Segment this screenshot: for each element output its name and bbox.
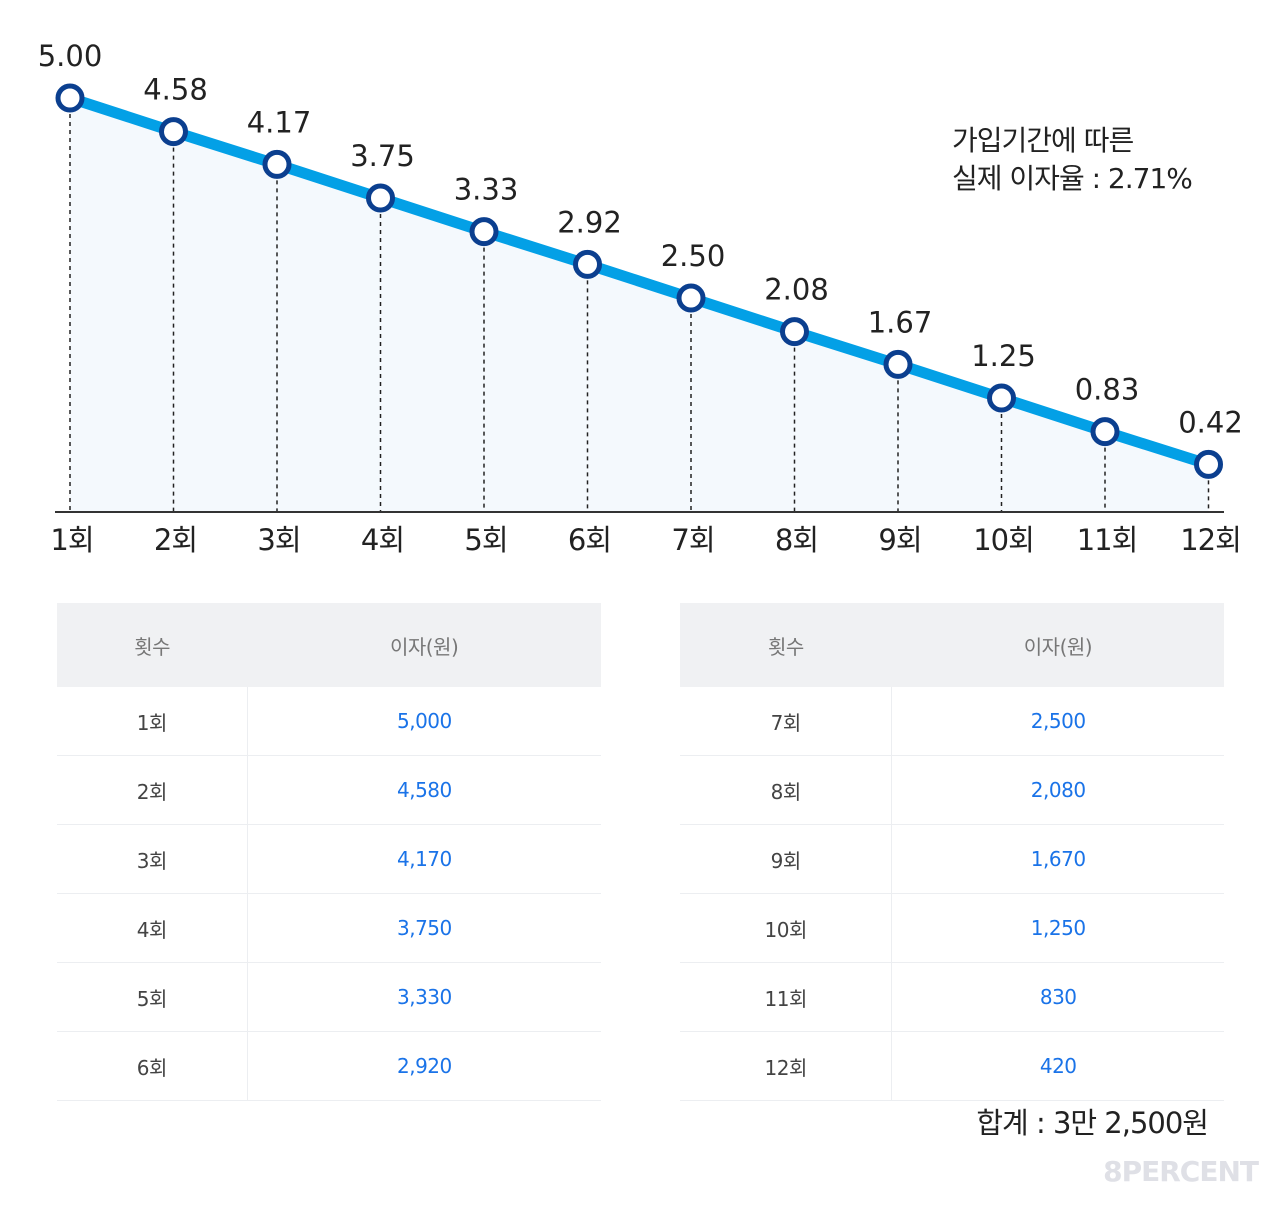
data-label: 2.92 <box>557 205 622 239</box>
table-row: 1회 5,000 <box>57 687 601 756</box>
interest-cell: 1,250 <box>891 893 1224 963</box>
data-label: 0.83 <box>1075 373 1140 407</box>
data-label: 4.17 <box>247 105 312 139</box>
interest-line-chart: 5.00 1회 4.58 2회 4.17 3회 3.75 4회 3.33 5회 2.92 6회 2.50… <box>38 39 1243 557</box>
round-cell: 11회 <box>680 962 893 1032</box>
table-row: 2회 4,580 <box>57 755 601 825</box>
data-label: 2.50 <box>661 239 726 273</box>
total-amount: 합계 : 3만 2,500원 <box>976 1106 1209 1140</box>
area-fill <box>70 98 1209 512</box>
x-tick-label: 4회 <box>361 523 404 557</box>
interest-cell: 3,750 <box>247 893 601 963</box>
data-point <box>1194 449 1223 479</box>
interest-cell: 2,500 <box>891 687 1224 756</box>
x-tick-label: 7회 <box>671 523 714 557</box>
data-point <box>1090 417 1120 447</box>
table-header: 횟수 이자(원) <box>57 603 601 687</box>
data-label: 4.58 <box>143 73 208 107</box>
x-tick-label: 11회 <box>1077 523 1138 557</box>
data-point <box>469 217 499 247</box>
header-cell: 이자(원) <box>247 603 601 687</box>
interest-cell: 420 <box>891 1031 1224 1101</box>
series-line <box>68 92 1211 470</box>
x-tick-label: 5회 <box>464 523 507 557</box>
interest-cell: 5,000 <box>247 687 601 756</box>
table-row: 7회 2,500 <box>680 687 1224 756</box>
x-tick-label: 12회 <box>1180 523 1241 557</box>
round-cell: 3회 <box>57 824 248 894</box>
round-cell: 6회 <box>57 1031 248 1101</box>
x-tick-label: 6회 <box>568 523 611 557</box>
table-row: 11회 830 <box>680 962 1224 1032</box>
rate-note-line2: 실제 이자율 : 2.71% <box>952 162 1193 195</box>
data-point <box>987 383 1016 413</box>
round-cell: 1회 <box>57 687 248 756</box>
table-row: 5회 3,330 <box>57 962 601 1032</box>
round-cell: 4회 <box>57 893 248 963</box>
table-row: 8회 2,080 <box>680 755 1224 825</box>
interest-table-left: 횟수 이자(원) 1회 5,000 2회 4,580 3회 4,170 4회 3,750 5회 3,3… <box>57 603 601 1101</box>
table-header: 횟수 이자(원) <box>680 603 1224 687</box>
data-point <box>780 317 809 347</box>
round-cell: 9회 <box>680 824 893 894</box>
interest-cell: 2,080 <box>891 755 1224 825</box>
x-tick-label: 9회 <box>878 523 921 557</box>
data-label: 3.33 <box>454 173 519 207</box>
rate-note: 가입기간에 따른 실제 이자율 : 2.71% <box>952 122 1193 198</box>
header-cell: 이자(원) <box>891 603 1224 687</box>
round-cell: 2회 <box>57 755 248 825</box>
x-tick-label: 1회 <box>50 523 93 557</box>
logo-8percent: 8PERCENT <box>1103 1155 1259 1188</box>
data-point <box>55 83 85 113</box>
x-tick-label: 3회 <box>257 523 300 557</box>
interest-cell: 3,330 <box>247 962 601 1032</box>
interest-cell: 830 <box>891 962 1224 1032</box>
table-row: 3회 4,170 <box>57 824 601 894</box>
interest-cell: 4,580 <box>247 755 601 825</box>
round-cell: 5회 <box>57 962 248 1032</box>
table-row: 9회 1,670 <box>680 824 1224 894</box>
table-row: 6회 2,920 <box>57 1031 601 1101</box>
data-point <box>262 149 292 179</box>
data-label: 1.25 <box>971 339 1036 373</box>
data-label: 0.42 <box>1178 405 1243 439</box>
data-point <box>676 283 706 313</box>
round-cell: 7회 <box>680 687 893 756</box>
interest-cell: 1,670 <box>891 824 1224 894</box>
rate-note-line1: 가입기간에 따른 <box>952 124 1134 157</box>
data-point <box>366 183 395 213</box>
data-point <box>159 117 188 147</box>
header-cell: 횟수 <box>680 603 892 687</box>
interest-cell: 2,920 <box>247 1031 601 1101</box>
data-label: 5.00 <box>38 39 103 73</box>
table-row: 12회 420 <box>680 1031 1224 1101</box>
round-cell: 8회 <box>680 755 893 825</box>
data-label: 3.75 <box>350 139 415 173</box>
data-label: 2.08 <box>764 273 829 307</box>
data-point <box>573 249 602 279</box>
header-cell: 횟수 <box>57 603 248 687</box>
data-point <box>883 349 913 379</box>
round-cell: 12회 <box>680 1031 893 1101</box>
table-row: 4회 3,750 <box>57 893 601 963</box>
x-tick-label: 8회 <box>775 523 818 557</box>
table-row: 10회 1,250 <box>680 893 1224 963</box>
interest-table-right: 횟수 이자(원) 7회 2,500 8회 2,080 9회 1,670 10회 1,250 11회 8… <box>680 603 1224 1101</box>
data-label: 1.67 <box>868 305 933 339</box>
round-cell: 10회 <box>680 893 893 963</box>
interest-cell: 4,170 <box>247 824 601 894</box>
x-tick-label: 10회 <box>973 523 1034 557</box>
x-tick-label: 2회 <box>154 523 197 557</box>
